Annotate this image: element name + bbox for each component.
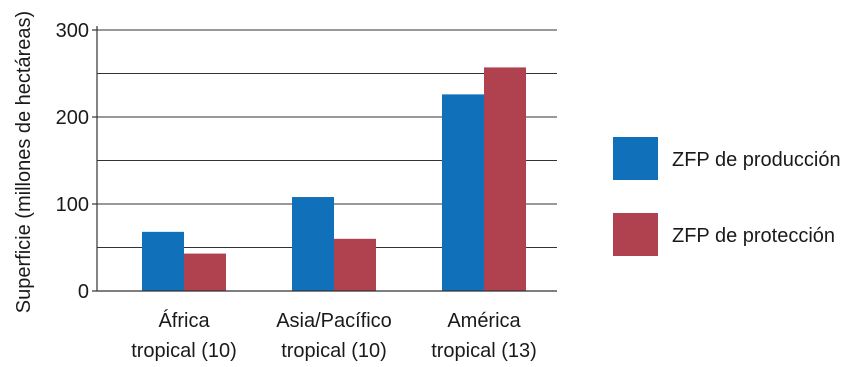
x-category-labels: África tropical (10) Asia/Pacífico tropical…	[131, 309, 537, 362]
y-tick-label: 0	[78, 281, 89, 303]
axes	[92, 26, 557, 292]
x-category-label: América	[447, 310, 521, 332]
x-category-label: África	[158, 309, 210, 332]
y-tick-label: 200	[56, 107, 89, 129]
x-category-label: tropical (10)	[281, 340, 387, 362]
bar	[442, 94, 484, 291]
legend-swatch	[613, 213, 658, 256]
x-category-label: tropical (13)	[431, 340, 537, 362]
legend: ZFP de producción ZFP de protección	[613, 137, 841, 256]
x-category-label: Asia/Pacífico	[276, 310, 392, 332]
y-tick-label: 300	[56, 20, 89, 42]
legend-label: ZFP de protección	[672, 225, 835, 247]
bar	[484, 67, 526, 291]
legend-swatch	[613, 137, 658, 180]
bars	[142, 67, 526, 291]
bar	[292, 197, 334, 291]
y-axis-title: Superficie (millones de hectáreas)	[13, 11, 35, 313]
x-category-label: tropical (10)	[131, 340, 237, 362]
y-tick-label: 100	[56, 194, 89, 216]
bar	[184, 253, 226, 291]
bar	[142, 231, 184, 291]
bar	[334, 238, 376, 291]
legend-label: ZFP de producción	[672, 149, 841, 171]
y-tick-labels: 0 100 200 300	[56, 20, 89, 303]
